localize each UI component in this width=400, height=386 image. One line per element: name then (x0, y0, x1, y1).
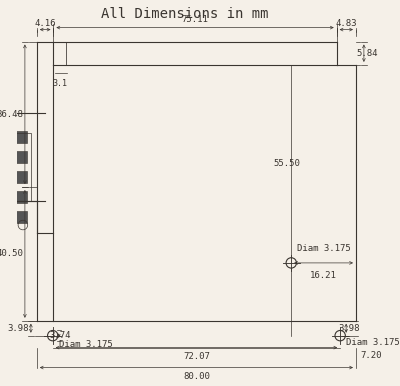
Bar (11, 133, 31, 201)
Text: 3.1: 3.1 (52, 79, 67, 88)
Text: Diam 3.175: Diam 3.175 (346, 338, 400, 347)
Text: 36.48: 36.48 (0, 110, 23, 119)
Text: 75.11: 75.11 (182, 15, 208, 24)
Text: 4.83: 4.83 (336, 19, 357, 28)
Text: 3.98: 3.98 (339, 324, 360, 333)
Text: 3.98: 3.98 (7, 324, 29, 333)
Bar (15, 151, 27, 163)
Text: 80.00: 80.00 (183, 372, 210, 381)
Text: 16.21: 16.21 (310, 271, 337, 280)
Text: 40.50: 40.50 (0, 249, 23, 258)
Text: Diam 3.175: Diam 3.175 (297, 244, 351, 253)
Text: 7.20: 7.20 (360, 351, 382, 360)
Text: Diam 3.175: Diam 3.175 (59, 340, 112, 349)
Text: All Dimensions in mm: All Dimensions in mm (101, 7, 268, 20)
Text: 4.16: 4.16 (34, 19, 56, 28)
Text: 5.84: 5.84 (356, 49, 378, 58)
Bar (15, 171, 27, 183)
Text: 55.50: 55.50 (274, 159, 301, 168)
Bar (15, 191, 27, 203)
Text: 72.07: 72.07 (183, 352, 210, 361)
Bar (15, 131, 27, 143)
Text: 3.74: 3.74 (49, 331, 71, 340)
Bar (15, 211, 27, 223)
